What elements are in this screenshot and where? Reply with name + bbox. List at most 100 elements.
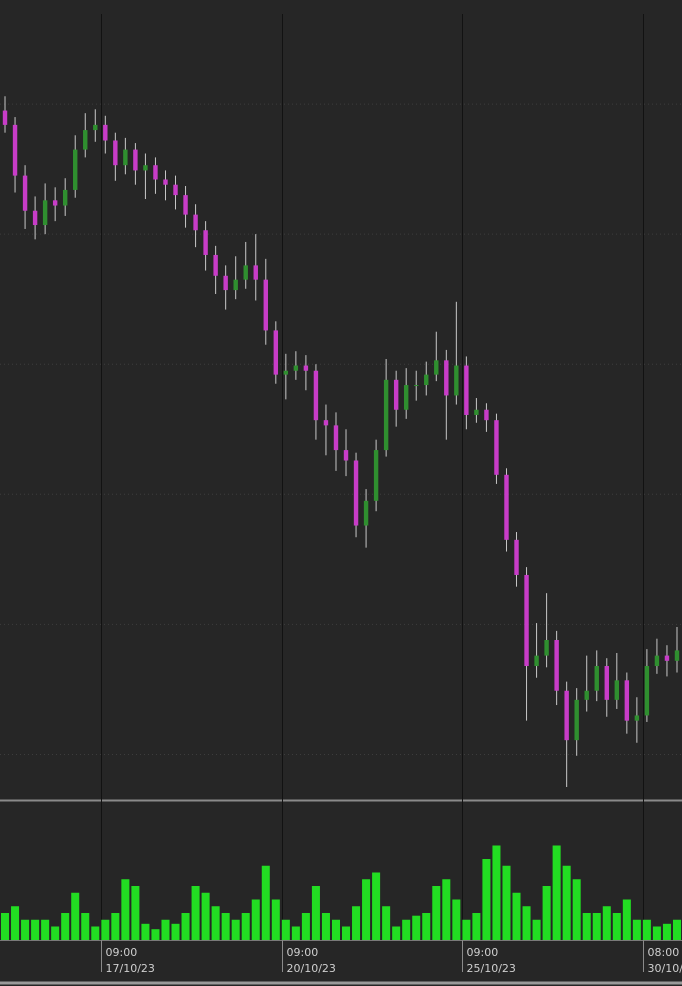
volume-bar	[462, 919, 471, 940]
candle-body	[52, 200, 58, 206]
volume-bar	[261, 865, 270, 940]
volume-bar	[672, 919, 681, 940]
candle-body	[93, 124, 98, 131]
volume-bar	[11, 906, 20, 940]
volume-bar	[572, 879, 581, 940]
candle-body	[373, 450, 379, 501]
candle-body	[383, 379, 389, 451]
candle-body	[514, 539, 519, 575]
candle-body	[143, 165, 148, 171]
volume-bar	[61, 913, 70, 940]
candle-body	[434, 360, 439, 375]
volume-bar	[352, 906, 361, 940]
candle-body	[32, 210, 38, 226]
candle-body	[293, 365, 299, 371]
candle-body	[524, 574, 529, 667]
volume-bar	[532, 919, 541, 940]
x-tick-date: 17/10/23	[106, 962, 155, 975]
candle-body	[133, 149, 138, 171]
candle-body	[644, 666, 650, 716]
candle-body	[223, 275, 228, 291]
candle-body	[263, 279, 268, 331]
candle-body	[62, 189, 68, 206]
candle-body	[183, 195, 188, 215]
volume-bar	[502, 865, 511, 940]
candle-body	[634, 715, 640, 721]
candle-body	[323, 420, 329, 426]
volume-bar	[482, 859, 491, 940]
volume-bar	[321, 913, 330, 940]
volume-bar	[382, 906, 391, 940]
candle-body	[624, 680, 630, 721]
volume-bar	[231, 919, 240, 940]
volume-bar	[622, 899, 631, 940]
candle-body	[343, 450, 349, 461]
volume-bar	[472, 913, 481, 940]
candle-body	[654, 655, 660, 667]
candle-body	[42, 200, 48, 226]
volume-bar	[602, 906, 611, 940]
candle-body	[614, 680, 620, 700]
volume-bar	[562, 865, 571, 940]
volume-bar	[452, 899, 461, 940]
volume-bar	[362, 879, 371, 940]
candle-body	[424, 374, 429, 386]
volume-bar	[221, 913, 230, 940]
volume-bar	[31, 919, 40, 940]
volume-bar	[442, 879, 451, 940]
candle-body	[73, 149, 78, 190]
volume-bar	[662, 923, 671, 940]
volume-bar	[281, 919, 290, 940]
candle-body	[273, 330, 279, 375]
candle-body	[544, 640, 549, 656]
candle-body	[353, 460, 359, 526]
volume-bar	[432, 886, 441, 940]
volume-bar	[81, 913, 90, 940]
candle-body	[504, 474, 509, 540]
candle-body	[674, 650, 680, 661]
volume-bar	[181, 913, 190, 940]
volume-bar	[542, 886, 551, 940]
volume-bar	[311, 886, 320, 940]
candle-body	[444, 360, 449, 396]
volume-bar	[271, 899, 280, 940]
candle-body	[584, 690, 589, 700]
volume-bar	[121, 879, 130, 940]
volume-bar	[652, 926, 661, 940]
volume-bar	[161, 919, 170, 940]
volume-bar	[592, 913, 601, 940]
candle-body	[103, 124, 108, 141]
volume-bar	[21, 919, 30, 940]
candle-body	[363, 500, 369, 526]
x-tick-time: 09:00	[287, 946, 319, 959]
candle-body	[153, 165, 158, 180]
volume-bar	[552, 845, 561, 940]
candle-body	[664, 655, 670, 661]
volume-bar	[512, 892, 521, 940]
candle-body	[123, 149, 128, 166]
volume-bar	[71, 892, 80, 940]
candle-body	[604, 666, 609, 700]
candle-body	[414, 385, 419, 387]
x-tick-date: 30/10/2	[648, 962, 682, 975]
candle-body	[2, 110, 8, 125]
candle-body	[454, 365, 459, 396]
candle-body	[564, 690, 569, 741]
volume-bar	[342, 926, 351, 940]
volume-bar	[101, 919, 110, 940]
volume-bar	[392, 926, 401, 940]
candle-body	[243, 265, 248, 280]
x-tick-time: 09:00	[467, 946, 499, 959]
candle-body	[574, 699, 579, 741]
candle-body	[393, 379, 399, 410]
volume-bar	[1, 913, 10, 940]
candle-body	[173, 184, 178, 196]
volume-bar	[131, 886, 140, 940]
candle-body	[484, 409, 489, 421]
x-tick-date: 25/10/23	[467, 962, 516, 975]
candle-body	[213, 254, 218, 276]
candle-body	[233, 279, 238, 291]
candle-body	[494, 420, 499, 475]
candle-body	[464, 365, 469, 415]
